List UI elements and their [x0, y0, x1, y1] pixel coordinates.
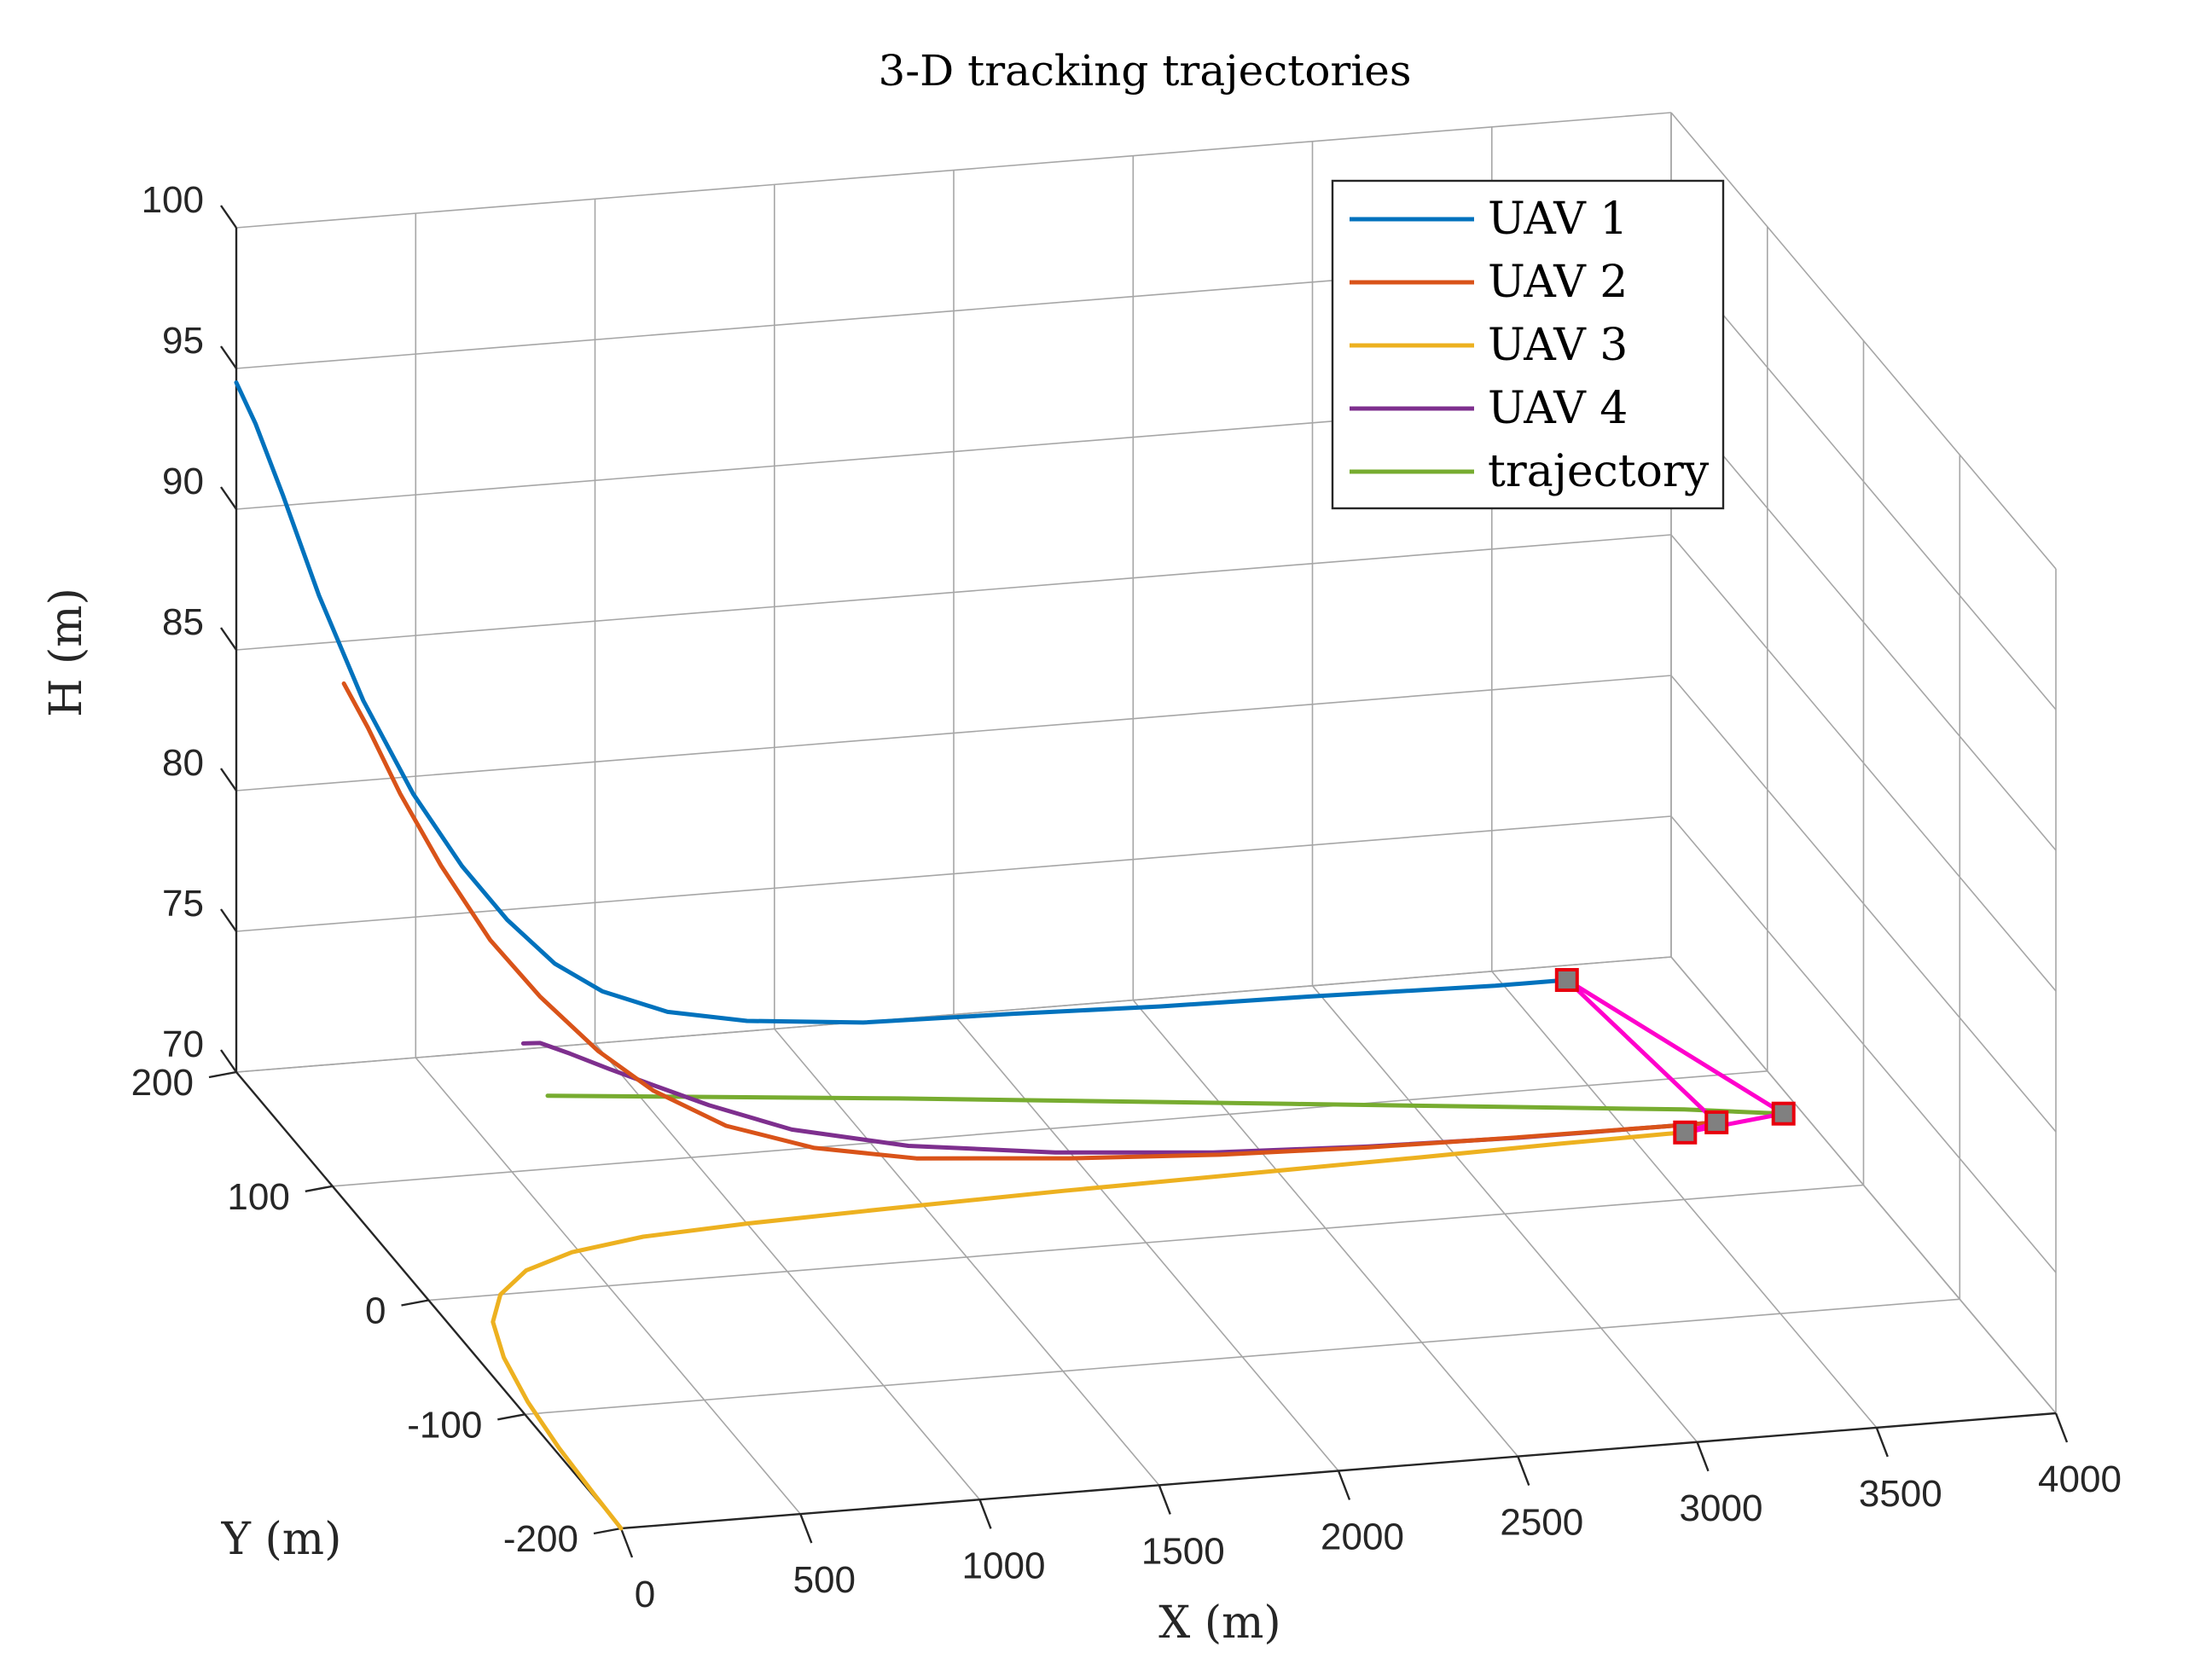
side-wall-grid-z — [1670, 393, 2057, 851]
x-tick-label: 0 — [635, 1574, 655, 1615]
y-tick-label: 0 — [365, 1290, 386, 1332]
back-wall-grid-z — [235, 534, 1672, 651]
legend-label-uav-4: UAV 4 — [1488, 383, 1628, 434]
back-wall-grid-z — [235, 956, 1672, 1073]
z-tick-label: 75 — [162, 883, 204, 925]
formation-marker — [1673, 1120, 1698, 1145]
z-tick-label: 80 — [162, 742, 204, 784]
side-wall-grid-z — [1670, 675, 2057, 1133]
legend: UAV 1 UAV 2 UAV 3 UAV 4 trajectory — [1331, 179, 1725, 510]
formation-marker — [1771, 1101, 1796, 1126]
side-wall-grid-z — [1670, 956, 2057, 1414]
x-tick — [1696, 1441, 1710, 1472]
legend-label-uav-1: UAV 1 — [1488, 194, 1628, 245]
grid-layer — [235, 112, 2057, 1529]
legend-label-uav-3: UAV 3 — [1488, 320, 1628, 371]
formation-marker — [1554, 968, 1579, 992]
x-tick — [619, 1528, 634, 1558]
floor-grid-y — [525, 1298, 1960, 1416]
x-tick-label: 1000 — [962, 1545, 1046, 1586]
x-tick-label: 500 — [793, 1559, 856, 1601]
side-wall-grid-z — [1670, 252, 2057, 710]
legend-label-uav-2: UAV 2 — [1488, 257, 1628, 308]
y-tick-label: 100 — [227, 1176, 289, 1218]
x-tick-label: 3500 — [1859, 1473, 1942, 1515]
y-tick-label: 200 — [131, 1062, 194, 1104]
z-tick — [220, 1049, 237, 1073]
floor-grid-y — [332, 1070, 1768, 1187]
series-layer — [234, 380, 1786, 1531]
y-tick — [401, 1299, 429, 1307]
x-tick — [1875, 1427, 1889, 1458]
series-uav-3 — [491, 1130, 1687, 1531]
formation-marker — [1704, 1110, 1729, 1134]
y-tick — [497, 1413, 525, 1421]
axis-layer — [208, 205, 2069, 1558]
floor-grid-y — [428, 1184, 1864, 1302]
y-tick — [208, 1070, 237, 1079]
y-tick-label: -100 — [407, 1404, 482, 1446]
back-wall-grid-z — [235, 815, 1672, 932]
side-wall-grid-z — [1670, 112, 2057, 570]
chart-title: 3-D tracking trajectories — [878, 46, 1411, 96]
series-uav-1 — [234, 380, 1570, 1025]
z-tick — [220, 908, 237, 932]
z-tick — [220, 205, 237, 229]
legend-label-trajectory: trajectory — [1488, 446, 1710, 497]
label-layer: 0 500 1000 1500 2000 2500 3000 3500 4000-200-100… — [131, 179, 2122, 1615]
y-tick — [305, 1185, 334, 1192]
z-tick-label: 70 — [162, 1023, 204, 1065]
x-tick — [2054, 1412, 2069, 1443]
z-tick-label: 90 — [162, 461, 204, 502]
x-axis-label: X (m) — [1158, 1597, 1280, 1649]
back-wall-grid-z — [235, 112, 1672, 229]
x-tick — [978, 1499, 992, 1529]
y-tick-label: -200 — [503, 1518, 578, 1560]
x-tick — [1337, 1470, 1351, 1500]
z-tick-label: 100 — [142, 179, 204, 221]
z-tick — [220, 627, 237, 651]
x-tick-label: 2000 — [1321, 1516, 1404, 1558]
x-tick — [1158, 1484, 1171, 1515]
x-tick — [1517, 1456, 1530, 1487]
formation-edge — [1565, 977, 1719, 1125]
x-tick-label: 1500 — [1141, 1530, 1225, 1572]
z-tick — [220, 345, 237, 369]
formation-edge — [1682, 1111, 1786, 1135]
x-tick-label: 4000 — [2038, 1458, 2122, 1500]
side-wall-grid-z — [1670, 534, 2057, 992]
z-tick — [220, 486, 237, 510]
series-uav-2 — [341, 681, 1719, 1161]
z-tick — [220, 768, 237, 791]
z-tick-label: 95 — [162, 320, 204, 362]
formation-edge — [1565, 977, 1786, 1116]
x-tick — [799, 1513, 813, 1544]
z-tick-label: 85 — [162, 601, 204, 643]
side-wall-grid-z — [1670, 815, 2057, 1273]
formation-layer — [1554, 968, 1796, 1145]
z-axis-label: H (m) — [41, 588, 92, 717]
back-wall-grid-z — [235, 675, 1672, 791]
x-tick-label: 2500 — [1500, 1502, 1583, 1544]
y-tick — [593, 1527, 622, 1535]
y-axis-label: Y (m) — [221, 1514, 342, 1565]
x-tick-label: 3000 — [1680, 1487, 1763, 1529]
